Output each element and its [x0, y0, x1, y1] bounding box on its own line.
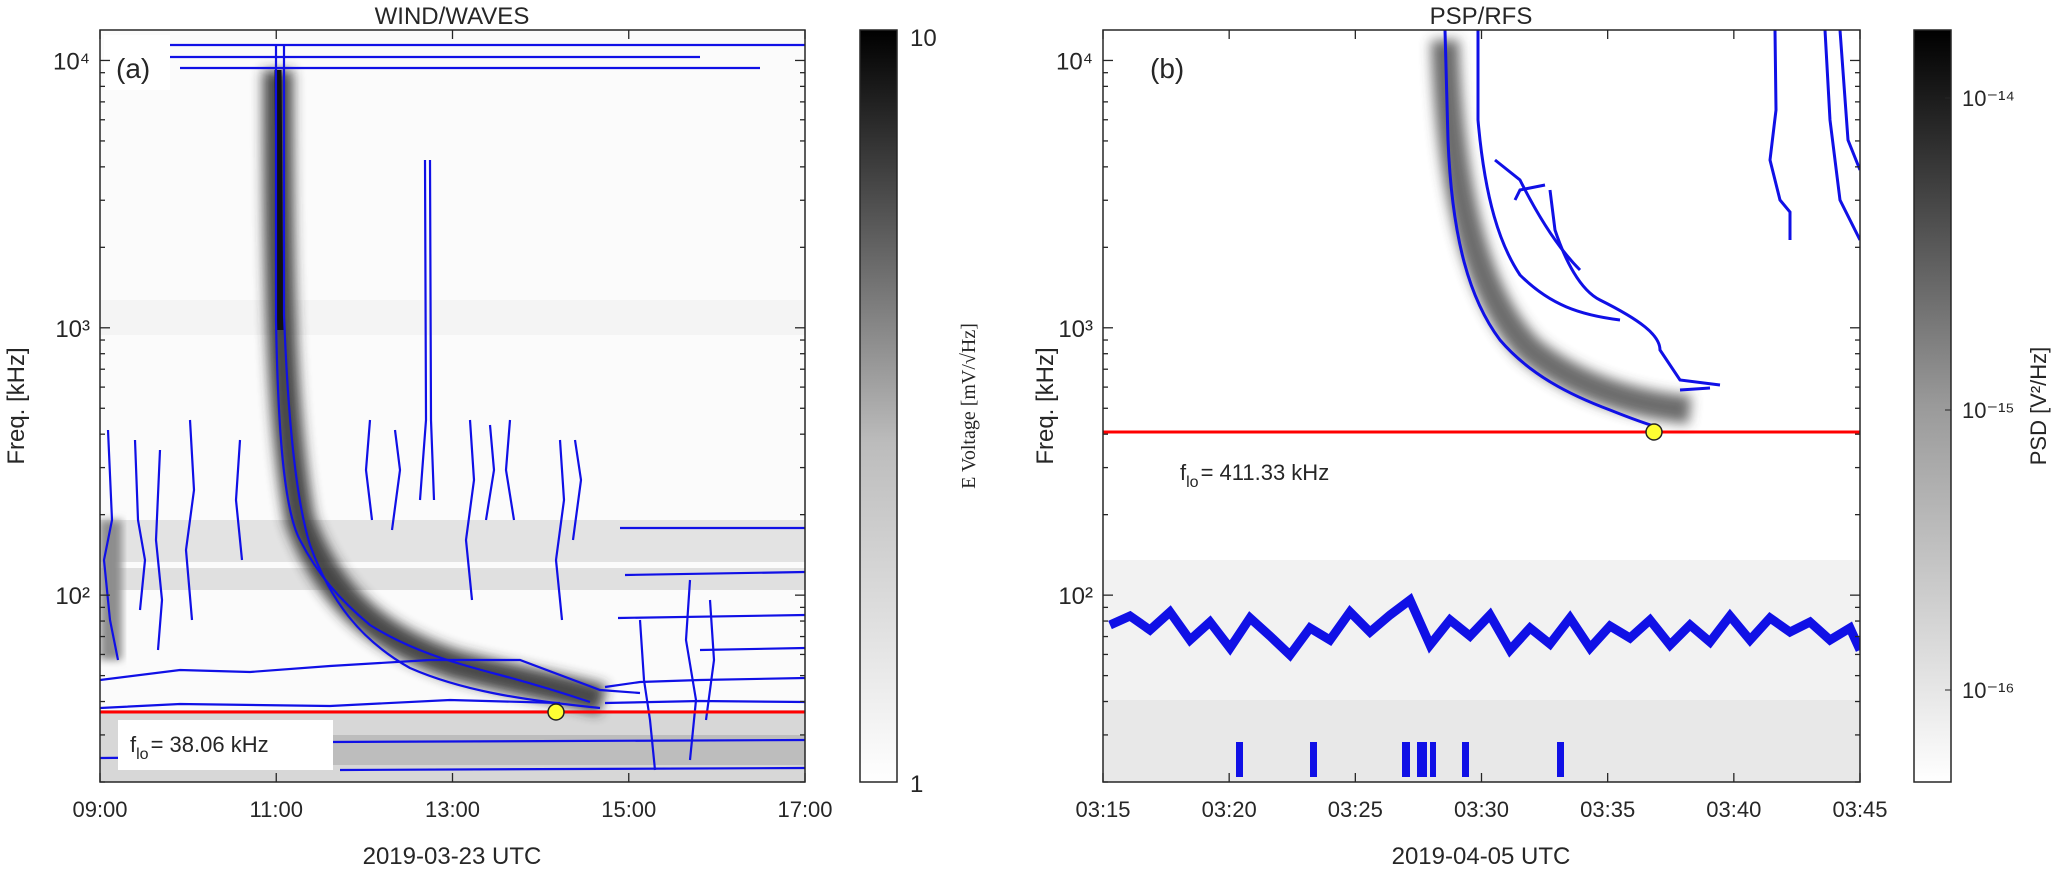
x-tick-label-b: 03:15	[1075, 797, 1130, 822]
panel-a-xlabel: 2019-03-23 UTC	[363, 843, 542, 870]
panel-a-label: (a)	[116, 53, 150, 84]
x-tick-label-b: 03:30	[1454, 797, 1509, 822]
x-tick-label-a: 17:00	[777, 797, 832, 822]
flo-label-box-a	[118, 720, 333, 770]
panel-b-ylabel: Freq. [kHz]	[1032, 347, 1059, 464]
panel-a-colorbar: 10 1 E Voltage [mV/√Hz]	[859, 25, 980, 798]
panel-b-label: (b)	[1150, 53, 1184, 84]
x-tick-label-b: 03:25	[1328, 797, 1383, 822]
colorbar-a-top-label: 10	[910, 25, 937, 52]
x-tick-label-b: 03:35	[1580, 797, 1635, 822]
panel-b: PSP/RFS	[1032, 3, 2051, 870]
panel-b-ticks	[1102, 30, 1861, 783]
x-tick-label-b: 03:45	[1832, 797, 1887, 822]
colorbar-b-label: PSD [V²/Hz]	[2026, 347, 2051, 466]
flo-marker-b	[1645, 423, 1663, 441]
colorbar-b-tick-label-3: 10⁻¹⁶	[1962, 678, 2014, 703]
x-tick-label-a: 13:00	[425, 797, 480, 822]
panel-a: WIND/WAVES	[3, 3, 980, 870]
x-tick-label-a: 11:00	[250, 797, 303, 822]
panel-a-label-box	[104, 35, 170, 90]
panel-b-colorbar: 10⁻¹⁴ 10⁻¹⁵ 10⁻¹⁶ PSD [V²/Hz]	[1913, 29, 2051, 783]
flo-label-b: flo= 411.33 kHz	[1180, 460, 1329, 491]
panel-a-ticks	[99, 30, 806, 783]
panel-b-title: PSP/RFS	[1430, 3, 1533, 30]
colorbar-a-bottom-label: 1	[910, 771, 923, 798]
panel-b-xlabel: 2019-04-05 UTC	[1392, 843, 1571, 870]
y-tick-label-b: 10⁴	[1056, 48, 1093, 75]
wind-burst-contour-lower	[282, 45, 601, 710]
panel-b-noise-band	[1108, 593, 1860, 777]
colorbar-b-tick-label-1: 10⁻¹⁴	[1962, 86, 2015, 111]
y-tick-label-a: 10⁴	[53, 48, 90, 75]
x-tick-label-b: 03:40	[1706, 797, 1761, 822]
psp-burst-contour-inner	[1476, 30, 1621, 322]
y-tick-label-b: 10²	[1058, 583, 1093, 610]
y-tick-label-a: 10²	[55, 583, 90, 610]
psp-burst-contour-outer	[1443, 30, 1661, 430]
panel-a-title: WIND/WAVES	[375, 3, 530, 30]
flo-marker-a	[547, 703, 565, 721]
panel-b-contours	[1443, 30, 1860, 430]
x-tick-label-a: 09:00	[72, 797, 127, 822]
panel-a-tick-labels: 09:00 11:00 13:00 15:00 17:00 10² 10³ 10⁴	[53, 48, 833, 822]
panel-a-ylabel: Freq. [kHz]	[3, 347, 30, 464]
panel-a-contours	[100, 43, 805, 772]
colorbar-b-tick-label-2: 10⁻¹⁵	[1962, 398, 2015, 423]
panel-b-tick-labels: 03:15 03:20 03:25 03:30 03:35 03:40 03:45 10² 10…	[1056, 48, 1888, 822]
colorbar-a-label: E Voltage [mV/√Hz]	[958, 323, 980, 489]
x-tick-label-b: 03:20	[1202, 797, 1257, 822]
flo-label-a: flo= 38.06 kHz	[130, 732, 269, 763]
x-tick-label-a: 15:00	[601, 797, 656, 822]
panel-a-heatmap	[100, 30, 805, 782]
y-tick-label-b: 10³	[1058, 316, 1093, 343]
wind-burst-contour-upper	[274, 45, 591, 704]
panel-b-heatmap	[1103, 30, 1860, 782]
y-tick-label-a: 10³	[55, 316, 90, 343]
